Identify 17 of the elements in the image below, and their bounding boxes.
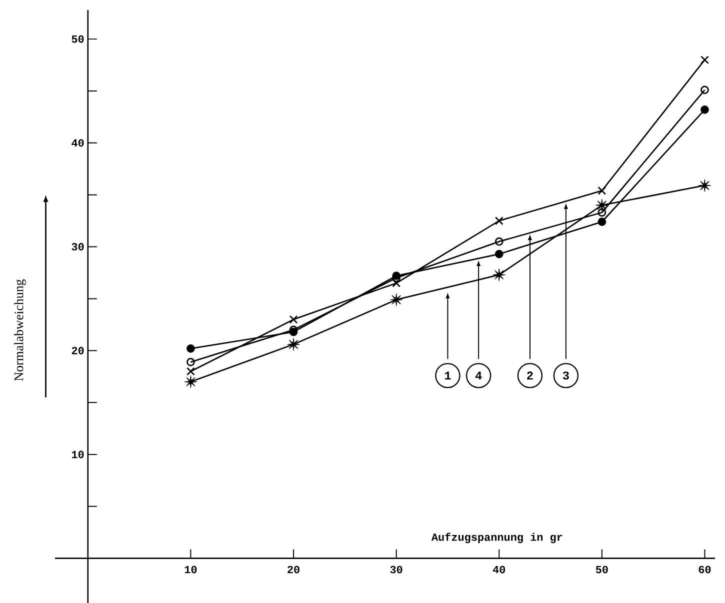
x-tick-label: 30 <box>390 566 402 574</box>
annotation: 2 <box>527 372 533 380</box>
annotation: 4 <box>475 372 482 380</box>
x-axis-title: Aufzugspannung in gr <box>431 532 562 544</box>
y-tick-label: 50 <box>72 35 84 43</box>
x-tick-label: 50 <box>596 566 608 574</box>
annotation: 1 <box>444 372 451 380</box>
y-tick-label: 30 <box>72 243 84 250</box>
annotation: 3 <box>562 371 569 380</box>
x-tick-label: 40 <box>492 566 506 574</box>
y-tick-label: 10 <box>72 450 84 458</box>
x-tick-label: 60 <box>698 566 711 574</box>
x-tick-label: 10 <box>184 566 197 574</box>
y-tick-label: 40 <box>72 139 84 147</box>
y-axis-title: Normalabweichung <box>14 279 26 381</box>
x-tick-label: 20 <box>288 566 300 574</box>
y-tick-label: 20 <box>72 346 84 354</box>
